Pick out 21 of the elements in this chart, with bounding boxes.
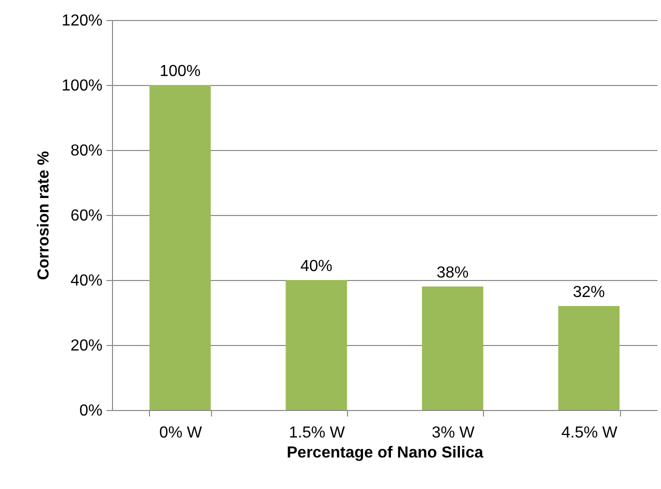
x-axis-title: Percentage of Nano Silica bbox=[286, 444, 484, 462]
y-tick-label: 20% bbox=[70, 338, 102, 354]
data-label: 32% bbox=[572, 284, 605, 301]
x-tick-label: 4.5% W bbox=[561, 424, 618, 442]
data-label: 100% bbox=[160, 63, 201, 80]
data-label: 40% bbox=[300, 258, 332, 275]
x-tick-label: 3% W bbox=[432, 424, 476, 442]
x-tick-label: 1.5% W bbox=[288, 424, 346, 442]
y-tick-label: 80% bbox=[70, 142, 102, 160]
y-tick-label: 120% bbox=[62, 12, 102, 30]
y-tick-label: 40% bbox=[70, 272, 102, 290]
bar bbox=[286, 280, 348, 410]
bar bbox=[149, 85, 211, 410]
x-tick-label: 0% W bbox=[159, 424, 203, 442]
bar bbox=[422, 286, 484, 410]
bar bbox=[558, 306, 620, 410]
data-label: 38% bbox=[436, 264, 469, 282]
y-tick-label: 100% bbox=[62, 78, 102, 94]
y-axis-title: Corrosion rate % bbox=[36, 151, 53, 280]
y-tick-label: 0% bbox=[79, 402, 102, 420]
y-tick-label: 60% bbox=[70, 208, 102, 224]
